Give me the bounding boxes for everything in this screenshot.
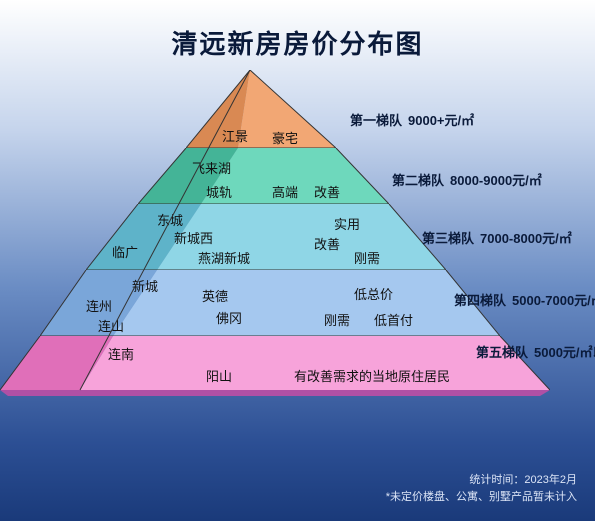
tier3-tag-2: 刚需 xyxy=(354,248,380,267)
chart-title: 清远新房房价分布图 xyxy=(0,24,595,61)
stat-time: 统计时间：2023年2月 xyxy=(386,472,577,490)
footer-note: 统计时间：2023年2月 *未定价楼盘、公寓、别墅产品暂未计入 xyxy=(386,472,577,507)
tier1-label: 第一梯队 9000+元/㎡ xyxy=(350,110,474,129)
tier-price: 7000-8000元/㎡ xyxy=(480,231,572,246)
tier-name: 第二梯队 xyxy=(392,173,444,188)
tier-price: 9000+元/㎡ xyxy=(408,113,474,128)
tier5-tag-0: 有改善需求的当地原住居民 xyxy=(294,366,450,385)
tier-name: 第五梯队 xyxy=(476,345,528,360)
disclaimer: *未定价楼盘、公寓、别墅产品暂未计入 xyxy=(386,489,577,507)
tier3-tag-0: 实用 xyxy=(334,214,360,233)
tier-price: 8000-9000元/㎡ xyxy=(450,173,542,188)
tier1-tag-0: 豪宅 xyxy=(272,128,298,147)
tier-name: 第四梯队 xyxy=(454,293,506,308)
tier3-tag-1: 改善 xyxy=(314,234,340,253)
tier2-label: 第二梯队 8000-9000元/㎡ xyxy=(392,170,542,189)
tier-name: 第三梯队 xyxy=(422,231,474,246)
tier-price: 5000-7000元/㎡ xyxy=(512,293,595,308)
tier4-tag-0: 低总价 xyxy=(354,284,393,303)
tier3-label: 第三梯队 7000-8000元/㎡ xyxy=(422,228,572,247)
tier5-label: 第五梯队 5000元/㎡以下 xyxy=(476,342,595,361)
tier4-label: 第四梯队 5000-7000元/㎡ xyxy=(454,290,595,309)
tier-price: 5000元/㎡以下 xyxy=(534,345,595,360)
pyramid-stage: 江景 豪宅 第一梯队9000+元/㎡ 飞来湖 城轨 高端 改善 第二梯队8000… xyxy=(14,70,584,470)
tier2-tag-1: 改善 xyxy=(314,182,340,201)
tier4-tag-1: 刚需 xyxy=(324,310,350,329)
tier2-tag-0: 高端 xyxy=(272,182,298,201)
tier-name: 第一梯队 xyxy=(350,113,402,128)
tier4-tag-2: 低首付 xyxy=(374,310,413,329)
front-ridge xyxy=(76,70,256,392)
